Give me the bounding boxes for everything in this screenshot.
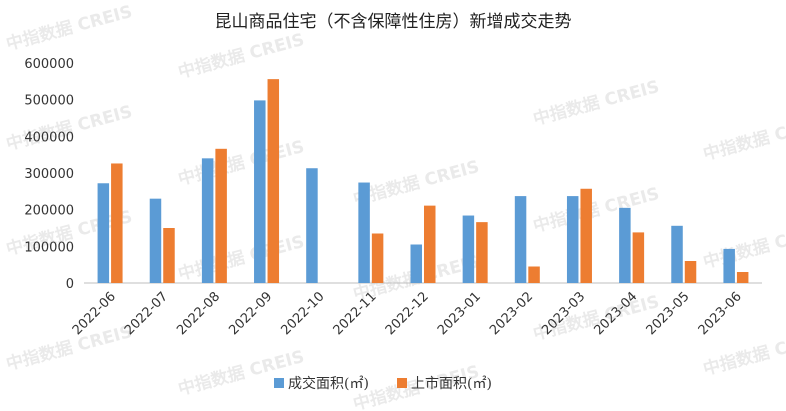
y-tick-label: 200000: [24, 204, 74, 219]
bar-transaction-2023-06: [723, 248, 735, 283]
watermark-text: 中指数据 CREIS: [4, 101, 135, 155]
x-tick-label: 2022-08: [174, 289, 223, 338]
bar-listing-2023-01: [476, 222, 488, 283]
bar-transaction-2023-04: [619, 207, 631, 283]
watermark-text: 中指数据 CREIS: [531, 183, 662, 237]
bar-listing-2022-09: [267, 79, 280, 283]
bar-listing-2022-08: [215, 148, 227, 283]
bar-transaction-2023-05: [671, 225, 683, 283]
y-tick-label: 300000: [24, 167, 74, 182]
x-tick-label: 2022-09: [226, 289, 275, 338]
bar-transaction-2022-10: [306, 168, 318, 283]
chart-title: 昆山商品住宅（不含保障性住房）新增成交走势: [215, 12, 572, 32]
bar-listing-2023-03: [580, 188, 592, 283]
bar-listing-2022-12: [424, 205, 436, 283]
legend-swatch-1: [397, 378, 407, 388]
watermark-text: 中指数据 CREIS: [701, 111, 786, 165]
x-tick-label: 2022-10: [278, 289, 327, 338]
watermark-text: 中指数据 CREIS: [176, 29, 307, 83]
y-tick-label: 100000: [24, 240, 74, 255]
x-tick-label: 2023-06: [696, 289, 745, 338]
watermark-text: 中指数据 CREIS: [351, 156, 482, 210]
legend-swatch-0: [274, 378, 284, 388]
y-tick-label: 600000: [24, 57, 74, 72]
legend: 成交面积(㎡) 上市面积(㎡): [274, 375, 492, 392]
x-tick-label: 2022-12: [383, 289, 432, 338]
watermark-text: 中指数据 CREIS: [176, 231, 307, 285]
bar-transaction-2022-07: [149, 198, 162, 283]
x-tick-label: 2023-01: [435, 289, 484, 338]
bar-transaction-2023-03: [566, 196, 579, 283]
bar-listing-2023-04: [632, 232, 645, 283]
legend-label-0: 成交面积(㎡): [288, 375, 369, 392]
watermark-text: 中指数据 CREIS: [176, 346, 307, 400]
bar-transaction-2022-12: [410, 244, 422, 283]
bar-transaction-2022-09: [254, 100, 266, 284]
bar-listing-2022-06: [111, 163, 123, 283]
bar-transaction-2022-08: [201, 158, 214, 283]
bar-transaction-2023-01: [462, 215, 475, 283]
watermark-text: 中指数据 CREIS: [4, 321, 135, 375]
watermark-text: 中指数据 CREIS: [531, 76, 662, 130]
bars: [97, 79, 749, 284]
bar-listing-2022-11: [371, 233, 384, 283]
y-tick-label: 500000: [24, 94, 74, 109]
bar-listing-2023-05: [684, 261, 697, 283]
watermark-text: 中指数据 CREIS: [4, 1, 135, 55]
bar-listing-2023-06: [736, 272, 749, 283]
bar-transaction-2022-11: [358, 182, 370, 283]
bar-listing-2023-02: [528, 266, 540, 283]
watermark-text: 中指数据 CREIS: [176, 136, 307, 190]
x-tick-label: 2023-02: [487, 289, 536, 338]
y-axis: 0 100000 200000 300000 400000 500000 600000: [24, 57, 74, 292]
watermark-text: 中指数据 CREIS: [701, 326, 786, 380]
bar-transaction-2023-02: [514, 196, 527, 283]
bar-transaction-2022-06: [97, 183, 110, 283]
watermark-text: 中指数据 CREIS: [701, 219, 786, 273]
y-tick-label: 400000: [24, 130, 74, 145]
bar-listing-2022-07: [163, 228, 175, 283]
x-tick-label: 2022-07: [122, 289, 171, 338]
legend-label-1: 上市面积(㎡): [411, 375, 492, 392]
y-tick-label: 0: [66, 277, 74, 292]
